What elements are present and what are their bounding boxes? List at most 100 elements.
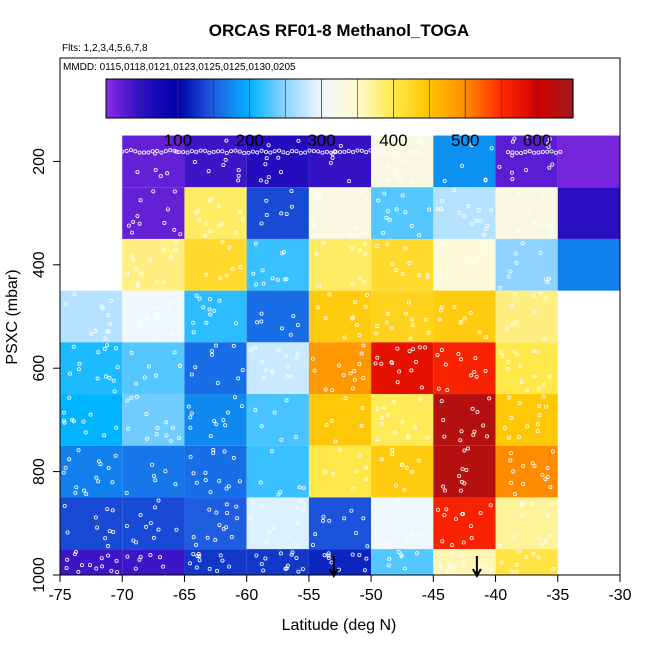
sample-point	[472, 429, 477, 434]
colorbar-swatch	[174, 79, 179, 118]
sample-point	[177, 363, 182, 368]
sample-point	[410, 179, 415, 184]
sample-point	[519, 150, 524, 155]
heatmap-cell	[60, 445, 123, 498]
sample-point	[316, 149, 321, 154]
sample-point	[153, 505, 158, 510]
heatmap-cell	[60, 290, 123, 343]
sample-point	[223, 157, 228, 162]
sample-point	[458, 320, 463, 325]
sample-point	[239, 404, 244, 409]
sample-point	[217, 298, 222, 303]
sample-point	[133, 149, 138, 154]
sample-point	[87, 563, 92, 568]
heatmap-cell	[308, 187, 372, 239]
sample-point	[376, 198, 381, 203]
colorbar-swatch	[123, 79, 129, 118]
colorbar-swatch	[404, 79, 409, 118]
sample-point	[168, 300, 173, 305]
sample-point	[450, 549, 455, 554]
sample-point	[330, 388, 335, 393]
sample-point	[500, 354, 505, 359]
sample-point	[289, 374, 294, 379]
sample-point	[154, 373, 159, 378]
sample-point	[535, 429, 540, 434]
sample-point	[380, 415, 385, 420]
sample-point	[417, 139, 422, 144]
sample-point	[191, 471, 196, 476]
sample-point	[390, 148, 395, 153]
sample-point	[164, 433, 169, 438]
sample-point	[390, 447, 395, 452]
heatmap-cell	[60, 497, 123, 550]
sample-point	[546, 513, 551, 518]
sample-point	[275, 277, 280, 282]
colorbar-swatch	[436, 79, 441, 118]
sample-point	[263, 556, 268, 561]
colorbar-swatch	[109, 79, 114, 118]
sample-point	[350, 315, 355, 320]
sample-point	[462, 316, 467, 321]
sample-point	[189, 372, 194, 377]
sample-point	[412, 425, 417, 430]
x-tick-label: -45	[422, 587, 445, 604]
colorbar-swatch	[511, 79, 517, 118]
sample-point	[407, 261, 412, 266]
colorbar-swatch	[134, 79, 139, 118]
sample-point	[351, 386, 356, 391]
colorbar-swatch	[224, 79, 229, 118]
sample-point	[176, 435, 181, 440]
sample-point	[295, 521, 300, 526]
heatmap-cell	[246, 445, 309, 498]
sample-point	[551, 566, 556, 571]
colorbar-swatch	[501, 79, 506, 118]
sample-point	[485, 434, 490, 439]
sample-point	[125, 554, 130, 559]
sample-point	[188, 454, 193, 459]
sample-point	[278, 551, 283, 556]
sample-point	[126, 426, 131, 431]
sample-point	[423, 345, 428, 350]
sample-point	[220, 149, 225, 154]
sample-point	[532, 310, 537, 315]
sample-point	[547, 225, 552, 230]
sample-point	[508, 480, 513, 485]
x-tick-label: -60	[235, 587, 258, 604]
sample-point	[161, 564, 166, 569]
sample-point	[424, 317, 429, 322]
sample-point	[548, 534, 553, 539]
sample-point	[401, 159, 406, 164]
sample-point	[102, 347, 107, 352]
sample-point	[362, 242, 367, 247]
sample-point	[191, 552, 196, 557]
sample-point	[321, 514, 326, 519]
sample-point	[395, 380, 400, 385]
colorbar-swatch	[299, 79, 305, 118]
sample-point	[410, 322, 415, 327]
sample-point	[261, 568, 266, 573]
sample-point	[147, 257, 152, 262]
sample-point	[162, 221, 167, 226]
sample-point	[150, 462, 155, 467]
sample-point	[549, 502, 554, 507]
colorbar-swatch	[314, 79, 319, 118]
sample-point	[172, 189, 177, 194]
sample-point	[317, 283, 322, 288]
sample-point	[129, 350, 134, 355]
heatmap-cell	[246, 549, 309, 575]
sample-point	[100, 306, 105, 311]
sample-point	[425, 272, 430, 277]
sample-point	[355, 148, 360, 153]
sample-point	[460, 163, 465, 168]
x-tick-label: -75	[48, 587, 71, 604]
colorbar-swatch	[210, 79, 215, 118]
colorbar-swatch	[159, 79, 165, 118]
sample-point	[342, 335, 347, 340]
sample-point	[347, 179, 352, 184]
sample-point	[336, 363, 341, 368]
sample-point	[284, 212, 289, 217]
sample-point	[474, 374, 479, 379]
sample-point	[352, 377, 357, 382]
sample-point	[381, 230, 386, 235]
y-tick-label: 600	[31, 355, 48, 382]
